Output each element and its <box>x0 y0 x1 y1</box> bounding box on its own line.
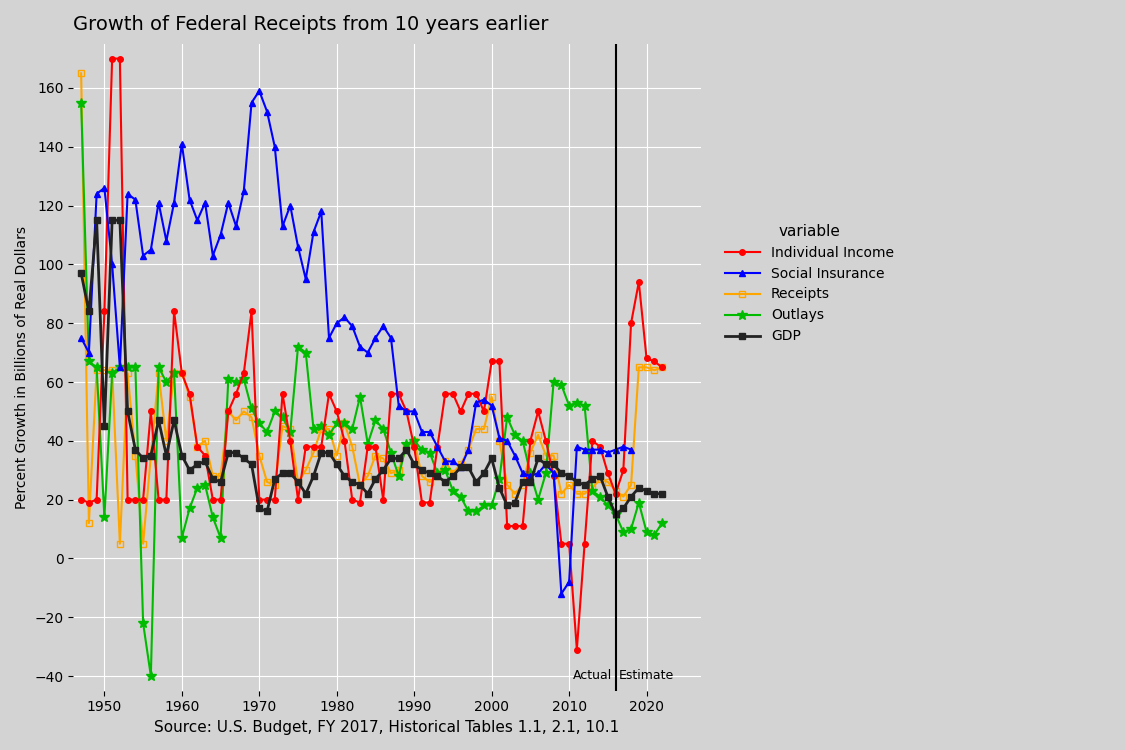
Receipts <box>114 539 127 548</box>
GDP <box>609 510 622 519</box>
Social Insurance <box>431 442 444 452</box>
Text: Growth of Federal Receipts from 10 years earlier: Growth of Federal Receipts from 10 years… <box>73 15 549 34</box>
GDP <box>469 478 483 487</box>
Individual Income <box>469 389 483 398</box>
Social Insurance <box>392 401 405 410</box>
Outlays <box>74 98 88 107</box>
Receipts <box>74 69 88 78</box>
Y-axis label: Percent Growth in Billions of Real Dollars: Percent Growth in Billions of Real Dolla… <box>15 226 29 509</box>
Individual Income <box>136 495 150 504</box>
GDP <box>655 489 668 498</box>
GDP <box>547 460 560 469</box>
Individual Income <box>547 472 560 481</box>
Outlays <box>469 507 483 516</box>
GDP <box>90 216 104 225</box>
Social Insurance <box>152 198 165 207</box>
Text: Actual: Actual <box>574 669 612 682</box>
Receipts <box>284 424 297 433</box>
Individual Income <box>74 495 88 504</box>
Outlays <box>453 492 467 501</box>
Outlays <box>385 448 398 457</box>
Social Insurance <box>624 446 638 454</box>
Receipts <box>469 424 483 433</box>
Social Insurance <box>252 86 266 95</box>
Social Insurance <box>74 334 88 343</box>
GDP <box>385 454 398 463</box>
Outlays <box>547 377 560 386</box>
Line: Social Insurance: Social Insurance <box>78 88 634 597</box>
Legend: Individual Income, Social Insurance, Receipts, Outlays, GDP: Individual Income, Social Insurance, Rec… <box>714 212 904 355</box>
Receipts <box>547 451 560 460</box>
Social Insurance <box>555 590 568 598</box>
Outlays <box>128 363 142 372</box>
Individual Income <box>570 645 584 654</box>
Social Insurance <box>593 446 606 454</box>
Text: Estimate: Estimate <box>619 669 674 682</box>
GDP <box>284 469 297 478</box>
Receipts <box>655 363 668 372</box>
Receipts <box>385 469 398 478</box>
Line: Outlays: Outlays <box>76 98 667 681</box>
Social Insurance <box>268 142 281 152</box>
Individual Income <box>284 436 297 445</box>
Outlays <box>144 671 158 680</box>
Receipts <box>453 460 467 469</box>
Social Insurance <box>453 463 467 472</box>
Line: GDP: GDP <box>78 217 666 518</box>
Individual Income <box>106 54 119 63</box>
Outlays <box>655 519 668 528</box>
Outlays <box>284 427 297 436</box>
X-axis label: Source: U.S. Budget, FY 2017, Historical Tables 1.1, 2.1, 10.1: Source: U.S. Budget, FY 2017, Historical… <box>154 720 620 735</box>
Individual Income <box>655 363 668 372</box>
GDP <box>74 268 88 278</box>
Line: Individual Income: Individual Income <box>79 56 665 652</box>
Line: Receipts: Receipts <box>79 70 665 547</box>
GDP <box>453 463 467 472</box>
GDP <box>136 454 150 463</box>
Receipts <box>136 539 150 548</box>
Individual Income <box>385 389 398 398</box>
Individual Income <box>453 407 467 416</box>
